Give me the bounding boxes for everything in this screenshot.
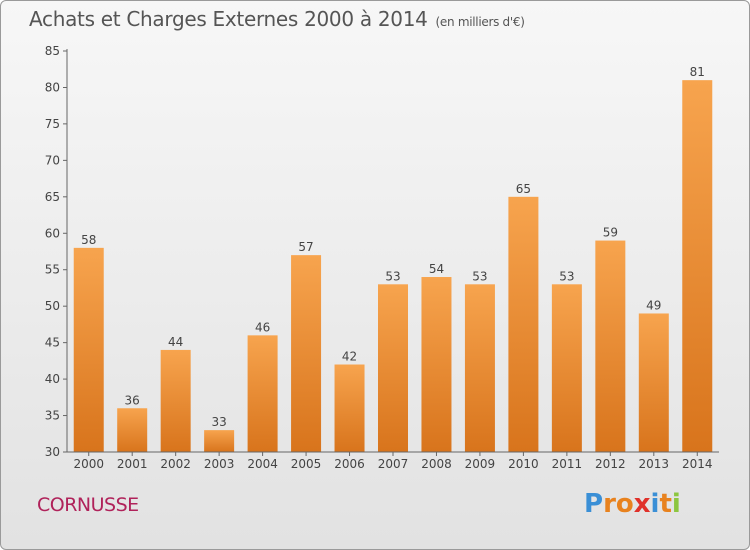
chart-title: Achats et Charges Externes 2000 à 2014	[29, 7, 428, 31]
x-tick-label-2008: 2008	[421, 457, 452, 471]
x-tick-label-2004: 2004	[247, 457, 278, 471]
logo-letter: i	[671, 489, 681, 519]
data-label-2008: 54	[429, 262, 444, 276]
x-tick-label-2000: 2000	[73, 457, 104, 471]
y-tick-label: 45	[45, 336, 60, 350]
place-name: CORNUSSE	[37, 494, 139, 516]
bar-2010	[508, 196, 539, 452]
y-tick-label: 35	[45, 409, 60, 423]
data-label-2000: 58	[81, 233, 96, 247]
logo-letter: t	[659, 489, 672, 519]
chart-title-group: Achats et Charges Externes 2000 à 2014 (e…	[29, 7, 525, 31]
y-tick-label: 75	[45, 117, 60, 131]
y-tick-label: 40	[45, 372, 60, 386]
x-tick-label-2001: 2001	[117, 457, 148, 471]
logo-letter: P	[584, 489, 604, 519]
bar-2009	[464, 284, 495, 452]
data-label-2001: 36	[125, 393, 140, 407]
x-tick-label-2009: 2009	[465, 457, 496, 471]
data-label-2014: 81	[690, 65, 705, 79]
bar-2005	[291, 255, 322, 452]
bar-2012	[595, 240, 626, 452]
logo-letter: i	[650, 489, 660, 519]
data-label-2006: 42	[342, 350, 357, 364]
data-label-2012: 59	[603, 226, 618, 240]
x-tick-label-2010: 2010	[508, 457, 539, 471]
x-tick-label-2013: 2013	[639, 457, 670, 471]
y-tick-label: 30	[45, 445, 60, 459]
data-label-2010: 65	[516, 182, 531, 196]
bar-2006	[334, 364, 365, 452]
data-label-2007: 53	[385, 269, 400, 283]
x-tick-label-2005: 2005	[291, 457, 322, 471]
chart-subtitle: (en milliers d'€)	[435, 15, 525, 29]
x-tick-label-2012: 2012	[595, 457, 626, 471]
bar-2004	[247, 335, 278, 452]
data-label-2011: 53	[559, 269, 574, 283]
y-tick-label: 55	[45, 263, 60, 277]
logo-letter: r	[603, 489, 616, 519]
y-tick-label: 65	[45, 190, 60, 204]
x-tick-label-2007: 2007	[378, 457, 409, 471]
bar-2011	[551, 284, 582, 452]
bar-2013	[638, 313, 669, 452]
y-tick-label: 70	[45, 153, 60, 167]
data-label-2013: 49	[646, 298, 661, 312]
x-tick-label-2003: 2003	[204, 457, 235, 471]
y-tick-label: 60	[45, 226, 60, 240]
bar-2007	[378, 284, 408, 452]
data-label-2009: 53	[472, 269, 487, 283]
bar-2002	[160, 349, 191, 452]
y-tick-label: 50	[45, 299, 60, 313]
y-tick-label: 85	[45, 44, 60, 58]
data-label-2003: 33	[211, 415, 226, 429]
x-tick-label-2002: 2002	[160, 457, 191, 471]
x-tick-label-2014: 2014	[682, 457, 713, 471]
logo-letter: x	[633, 489, 651, 519]
x-tick-label-2011: 2011	[552, 457, 583, 471]
bar-2000	[73, 247, 104, 452]
data-label-2004: 46	[255, 320, 270, 334]
y-tick-label: 80	[45, 80, 60, 94]
bar-2003	[204, 430, 235, 452]
bar-2014	[682, 80, 713, 452]
proxiti-logo: Proxiti	[584, 489, 681, 519]
bar-2001	[117, 408, 148, 452]
bar-2008	[421, 277, 452, 452]
data-label-2005: 57	[298, 240, 313, 254]
data-label-2002: 44	[168, 335, 183, 349]
logo-letter: o	[615, 489, 634, 519]
x-tick-label-2006: 2006	[334, 457, 365, 471]
